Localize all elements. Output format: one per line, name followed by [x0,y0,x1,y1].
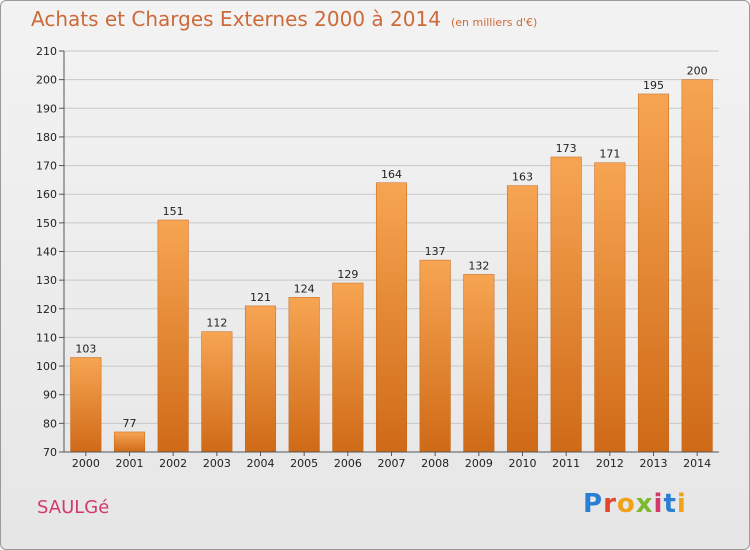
x-axis: 2000 2001 2002 2003 2004 2005 2006 2007 2008 2009… [64,451,719,470]
x-tick-label: 2001 [116,457,144,470]
bar-2005 [288,297,320,453]
chart-title: Achats et Charges Externes 2000 à 2014 [31,7,441,31]
bar-2013 [637,93,670,453]
logo-letter: o [616,489,636,519]
y-tick-label: 110 [36,331,57,344]
data-label: 77 [123,417,137,430]
data-label: 121 [250,291,271,304]
y-tick-label: 170 [36,160,57,173]
x-tick-label: 2003 [203,457,231,470]
x-tick-label: 2013 [640,457,668,470]
x-tick-label: 2010 [509,457,537,470]
chart-header: Achats et Charges Externes 2000 à 2014 (e… [31,7,537,31]
y-tick-label: 200 [36,74,57,87]
data-label: 163 [512,171,533,184]
x-tick-label: 2008 [421,457,449,470]
data-label: 124 [294,282,315,295]
bar-2009 [463,274,495,453]
y-tick-label: 90 [43,389,57,402]
x-tick-label: 2002 [159,457,187,470]
data-label: 103 [75,342,96,355]
logo-letter: t [663,489,677,519]
bar-2007 [375,182,408,453]
bar-2014 [681,79,713,453]
y-tick-label: 150 [36,217,57,230]
data-label: 173 [556,142,577,155]
logo-letter: r [603,489,617,519]
x-tick-label: 2012 [596,457,624,470]
y-tick-label: 80 [43,417,57,430]
bar-2006 [332,282,364,453]
bar-2003 [201,331,233,453]
data-label: 171 [599,148,620,161]
data-label: 195 [643,79,664,92]
data-label: 132 [468,259,489,272]
y-tick-label: 190 [36,102,57,115]
bars [70,79,713,453]
y-tick-label: 120 [36,303,57,316]
bar-2011 [550,156,582,453]
commune-name: SAULGé [37,497,110,518]
logo-letter: i [653,489,664,519]
data-label: 129 [337,268,358,281]
x-tick-label: 2006 [334,457,362,470]
logo-letter: x [635,489,654,519]
data-label: 137 [425,245,446,258]
y-tick-label: 70 [43,446,57,459]
logo-letter: i [676,489,687,519]
y-tick-label: 130 [36,274,57,287]
data-label: 164 [381,168,402,181]
data-label: 112 [206,317,227,330]
y-tick-label: 140 [36,246,57,259]
bar-2012 [594,162,626,453]
proxiti-logo: Proxiti [583,489,687,519]
y-tick-label: 210 [36,45,57,58]
chart-subtitle: (en milliers d'€) [450,16,538,29]
bar-2001 [113,431,146,453]
logo-letter: P [583,489,604,519]
y-tick-label: 160 [36,188,57,201]
data-label: 200 [687,65,708,78]
bar-2002 [157,219,189,453]
bar-2010 [506,185,539,453]
x-tick-label: 2004 [247,457,275,470]
bar-2000 [70,357,102,453]
data-labels: 103 77 151 112 121 124 129 164 137 132 163 173 171 19… [75,65,707,430]
bar-2008 [419,259,451,453]
x-tick-label: 2011 [552,457,580,470]
x-tick-label: 2007 [378,457,406,470]
y-axis: 70 80 90 100 110 120 130 140 150 160 170 180 190 200 2… [36,45,65,459]
data-label: 151 [163,205,184,218]
x-tick-label: 2005 [290,457,318,470]
y-tick-label: 100 [36,360,57,373]
y-tick-label: 180 [36,131,57,144]
x-tick-label: 2000 [72,457,100,470]
bar-2004 [244,305,277,453]
x-tick-label: 2009 [465,457,493,470]
x-tick-label: 2014 [683,457,711,470]
